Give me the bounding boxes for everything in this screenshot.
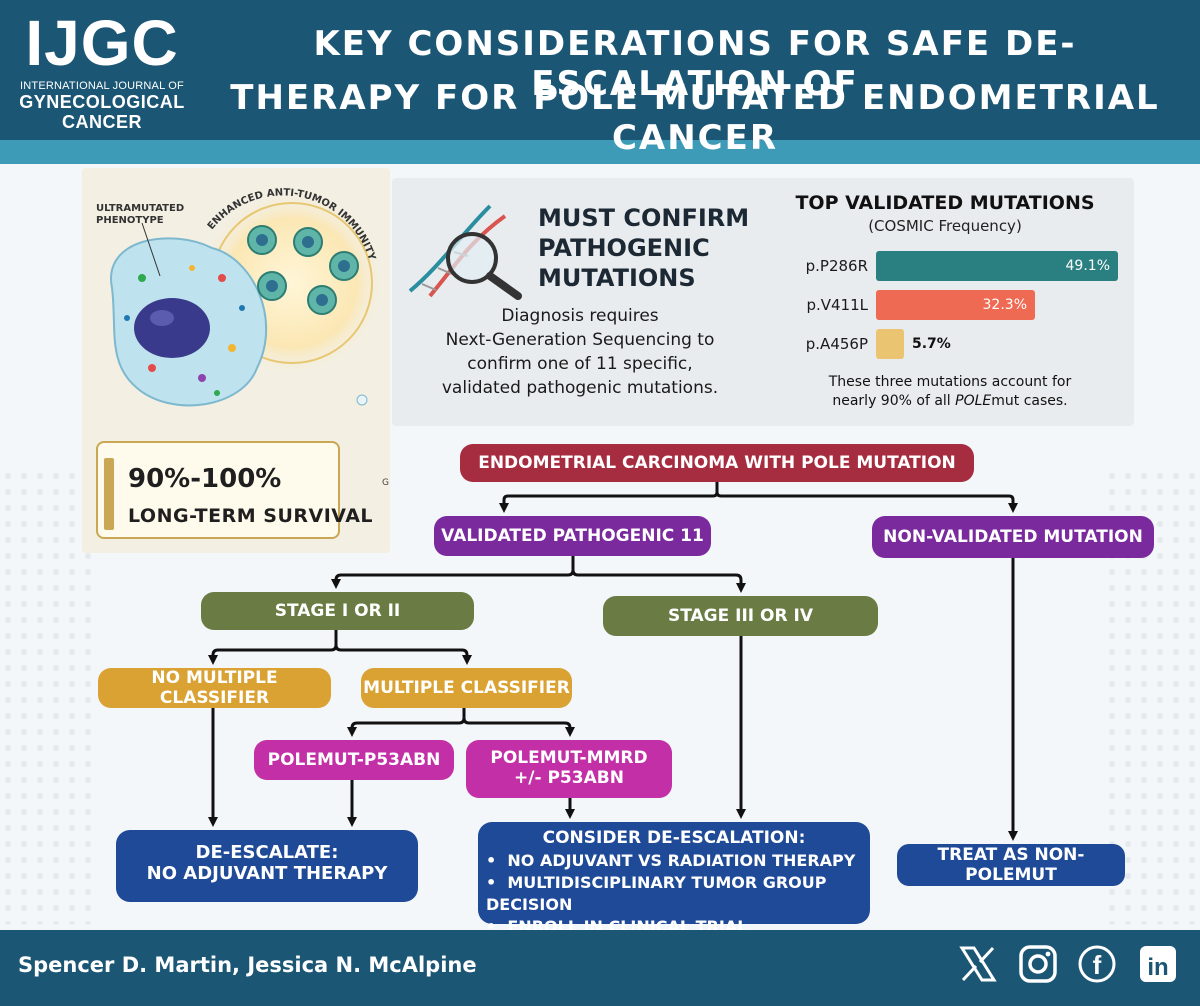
header-accent-strip [0, 140, 1200, 164]
chart-bar [876, 251, 1118, 281]
chart-bar [876, 329, 904, 359]
confirm-title-line1: MUST CONFIRM [538, 204, 750, 232]
ultramutated-label-line1: ULTRAMUTATED [96, 203, 185, 214]
chart-title: TOP VALIDATED MUTATIONS [795, 192, 1095, 214]
chart-note-suffix: mut cases. [991, 393, 1068, 409]
chart-category-label: p.V411L [806, 296, 868, 314]
diagnosis-text-line4: validated pathogenic mutations. [441, 378, 719, 398]
node-validated-pathogenic[interactable]: VALIDATED PATHOGENIC 11 [434, 516, 711, 556]
footer-banner [0, 930, 1200, 1006]
node-stage-late[interactable]: STAGE III OR IV [603, 596, 878, 636]
linkedin-glyph: in [1147, 954, 1168, 981]
chart-note-line1: These three mutations account for [828, 374, 1072, 390]
chart-note-gene: POLE [955, 393, 992, 409]
node-non-validated[interactable]: NON-VALIDATED MUTATION [872, 516, 1154, 558]
chart-value-label: 49.1% [1065, 258, 1110, 274]
journal-name-line2: GYNECOLOGICAL [19, 92, 185, 112]
facebook-glyph: f [1093, 950, 1102, 980]
diagnosis-text-line2: Next-Generation Sequencing to [445, 330, 715, 350]
page-title-line2: THERAPY FOR POLE MUTATED ENDOMETRIAL CAN… [230, 78, 1160, 158]
chart-subtitle: (COSMIC Frequency) [868, 217, 1022, 235]
deescalate-line2: NO ADJUVANT THERAPY [146, 863, 388, 884]
node-polemut-mmrd[interactable]: POLEMUT-MMRD +/- P53ABN [466, 740, 672, 798]
instagram-icon[interactable] [1018, 944, 1058, 984]
mmrd-line2: +/- P53ABN [514, 768, 624, 788]
confirm-title-line2: PATHOGENIC [538, 234, 710, 262]
journal-name-line1: INTERNATIONAL JOURNAL OF [20, 80, 184, 92]
survival-percentage: 90%-100% [128, 464, 282, 494]
node-consider-deescalation[interactable]: CONSIDER DE-ESCALATION: • NO ADJUVANT VS… [478, 822, 870, 936]
dna-magnifier-icon [408, 204, 522, 300]
consider-item: • NO ADJUVANT VS RADIATION THERAPY [486, 851, 856, 870]
node-deescalate[interactable]: DE-ESCALATE: NO ADJUVANT THERAPY [116, 830, 418, 902]
consider-item: • MULTIDISCIPLINARY TUMOR GROUP DECISION [486, 873, 827, 914]
authors: Spencer D. Martin, Jessica N. McAlpine [18, 953, 477, 977]
ultramutated-label-line2: PHENOTYPE [96, 215, 164, 226]
stray-letter: G [382, 478, 389, 488]
node-stage-early[interactable]: STAGE I OR II [201, 592, 474, 630]
chart-note-prefix: nearly 90% of all [832, 393, 956, 409]
chart-note-line2: nearly 90% of all POLEmut cases. [770, 393, 1130, 409]
node-polemut-p53abn[interactable]: POLEMUT-P53ABN [254, 740, 454, 780]
chart-value-label: 5.7% [912, 336, 951, 352]
journal-logo[interactable]: IJGC [25, 7, 179, 79]
deescalate-line1: DE-ESCALATE: [195, 842, 339, 863]
page-title-line1: KEY CONSIDERATIONS FOR SAFE DE-ESCALATIO… [313, 24, 1077, 104]
node-treat-non-polemut[interactable]: TREAT AS NON-POLEMUT [897, 844, 1125, 886]
node-root[interactable]: ENDOMETRIAL CARCINOMA WITH POLE MUTATION [460, 444, 974, 482]
chart-category-label: p.A456P [805, 335, 868, 353]
node-no-multiple-classifier[interactable]: NO MULTIPLE CLASSIFIER [98, 668, 331, 708]
chart-value-label: 32.3% [982, 297, 1027, 313]
survival-callout-accent [104, 458, 114, 530]
diagnosis-text-line3: confirm one of 11 specific, [467, 354, 693, 374]
linkedin-icon[interactable]: in [1138, 944, 1178, 984]
mmrd-line1: POLEMUT-MMRD [490, 748, 648, 768]
facebook-icon[interactable]: f [1077, 944, 1117, 984]
header-banner [0, 0, 1200, 140]
survival-label: LONG-TERM SURVIVAL [128, 505, 374, 527]
consider-list: • NO ADJUVANT VS RADIATION THERAPY • MUL… [478, 850, 870, 938]
consider-title: CONSIDER DE-ESCALATION: [542, 828, 806, 848]
x-icon[interactable] [958, 944, 998, 984]
chart-category-label: p.P286R [805, 257, 868, 275]
node-multiple-classifier[interactable]: MULTIPLE CLASSIFIER [361, 668, 572, 708]
diagnosis-text-line1: Diagnosis requires [501, 306, 659, 326]
chart-bar [876, 290, 1035, 320]
ultramutated-cell-illustration: ENHANCED ANTI-TUMOR IMMUNITY [110, 187, 384, 407]
survival-callout [96, 441, 340, 539]
confirm-title-line3: MUTATIONS [538, 264, 696, 292]
journal-name-line3: CANCER [61, 112, 142, 132]
